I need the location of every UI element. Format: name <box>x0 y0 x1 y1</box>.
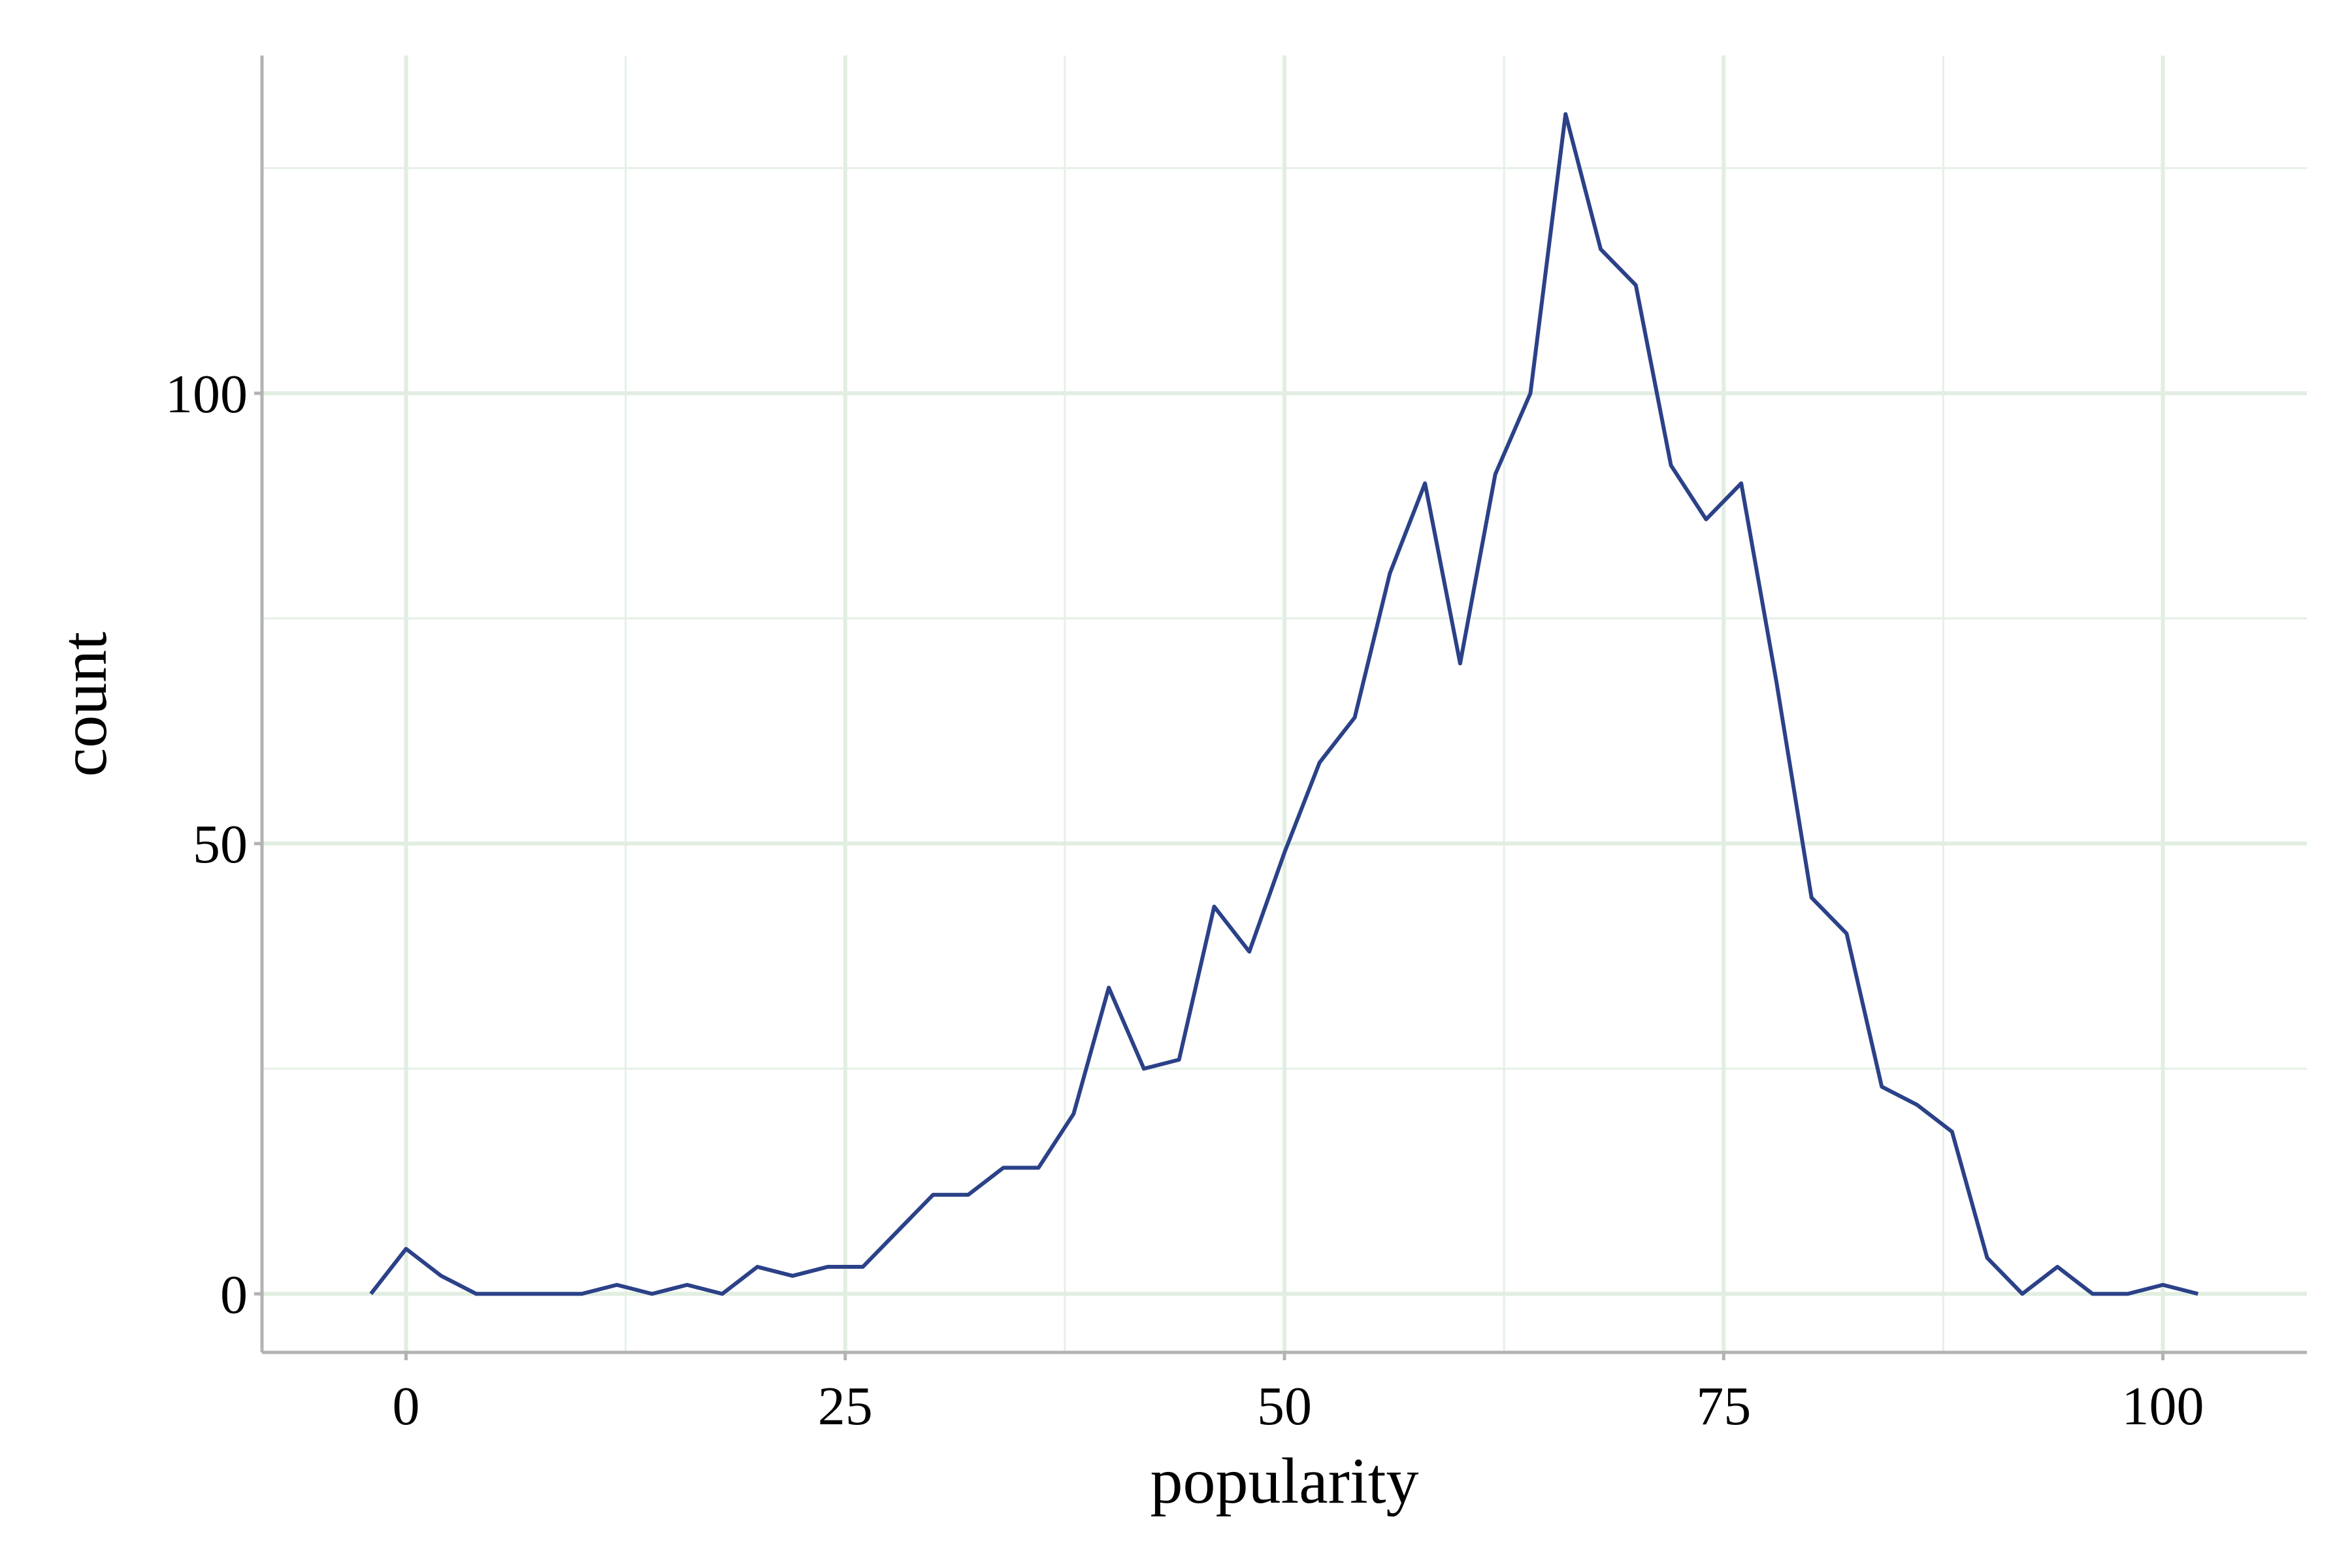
y-tick-label: 0 <box>220 1264 248 1325</box>
x-tick-label: 50 <box>1257 1376 1312 1437</box>
x-axis-title: popularity <box>1150 1445 1418 1517</box>
line <box>369 112 2199 1296</box>
y-tick-label: 100 <box>165 364 248 425</box>
y-axis-title: count <box>48 632 120 777</box>
x-tick-label: 75 <box>1696 1376 1751 1437</box>
x-tick-label: 0 <box>392 1376 419 1437</box>
x-tick-label: 100 <box>2122 1376 2204 1437</box>
y-tick-label: 50 <box>193 814 248 875</box>
x-tick-label: 25 <box>818 1376 873 1437</box>
